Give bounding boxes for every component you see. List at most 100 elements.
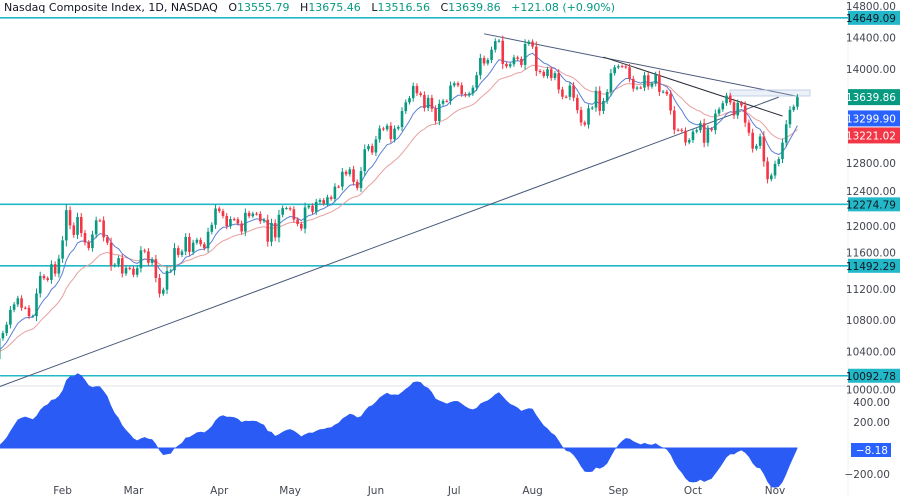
candle [419, 91, 422, 97]
candle [61, 236, 64, 263]
candle [520, 56, 523, 68]
oscillator-area [0, 373, 798, 488]
candle [643, 71, 646, 92]
candle-body [326, 197, 329, 204]
candle [169, 268, 173, 273]
candle [42, 273, 46, 281]
candle [206, 227, 210, 253]
candle [456, 81, 460, 88]
candle-body [438, 103, 441, 121]
candle-body [479, 58, 482, 76]
candle [732, 98, 736, 119]
candle [702, 118, 706, 148]
candle [337, 185, 340, 189]
candle-body [766, 161, 769, 180]
candle-body [728, 95, 732, 103]
candle [594, 86, 598, 112]
candle-body [699, 123, 702, 131]
candle [576, 94, 579, 114]
candle-body [434, 108, 437, 121]
candle-body [150, 259, 154, 263]
candle-body [255, 213, 258, 215]
candle-body [400, 111, 404, 128]
candle [214, 204, 217, 229]
candle [292, 206, 296, 223]
candle [363, 144, 367, 176]
candle-body [348, 169, 352, 175]
price-axis-tick: 11200.00 [846, 284, 896, 296]
candle [717, 107, 721, 116]
candle-body [639, 87, 643, 89]
candle [445, 99, 449, 103]
candle [728, 92, 732, 105]
candle-body [538, 70, 542, 72]
candle [538, 69, 542, 74]
candle [329, 195, 333, 201]
candle-body [583, 122, 587, 125]
symbol-title[interactable]: Nasdaq Composite Index, 1D, NASDAQ [4, 1, 218, 14]
chart-legend-header: Nasdaq Composite Index, 1D, NASDAQ O1355… [4, 1, 616, 14]
candle-body [120, 258, 124, 274]
candle [479, 53, 482, 80]
level-price-label: 10092.78 [846, 371, 896, 383]
candle-body [277, 214, 281, 238]
candle-body [531, 41, 534, 47]
candle-body [139, 250, 143, 269]
candle [482, 55, 486, 66]
candle [486, 57, 490, 66]
candle [318, 198, 322, 204]
candle-body [654, 74, 657, 84]
candle [251, 211, 255, 219]
candle [624, 64, 628, 69]
candle-body [50, 264, 53, 280]
candle [374, 135, 378, 157]
candle-body [512, 57, 516, 65]
time-axis-label: Jun [367, 485, 384, 497]
candle [389, 122, 393, 143]
candle [303, 202, 307, 234]
candle-body [76, 216, 79, 235]
candle-body [206, 231, 210, 249]
candle [266, 214, 270, 247]
candle-body [292, 209, 296, 220]
fast-ma-label: 13299.90 [846, 113, 896, 125]
candle-body [31, 316, 35, 318]
candle [475, 71, 478, 92]
candle-body [68, 210, 72, 226]
candle [20, 295, 23, 311]
candle [404, 99, 408, 114]
candle [31, 314, 35, 318]
candle-body [270, 223, 273, 242]
price-axis-tick: 12800.00 [846, 158, 896, 170]
candle-body [419, 93, 422, 95]
candle [516, 55, 519, 61]
candle [669, 90, 672, 115]
candle [747, 119, 751, 136]
candle-body [549, 69, 553, 78]
candle-body [5, 324, 8, 334]
candle-body [497, 40, 501, 42]
candle-body [135, 268, 139, 275]
candle-body [460, 85, 464, 94]
level-price-label: 14649.09 [846, 13, 896, 25]
candle [188, 233, 191, 256]
candle-body [572, 85, 575, 98]
oscillator-axis-tick: 200.00 [853, 417, 890, 429]
candle-body [751, 132, 754, 149]
candle-body [147, 251, 150, 263]
candle [430, 94, 434, 112]
candle-body [673, 110, 676, 130]
candle-body [158, 277, 161, 294]
candle [460, 82, 464, 97]
candle-body [613, 67, 616, 74]
level-price-label: 11492.29 [846, 261, 896, 273]
candle-body [665, 91, 669, 95]
candle-body [747, 122, 751, 133]
candle-body [736, 102, 740, 116]
candle [609, 68, 613, 97]
candle [654, 71, 657, 87]
candle [512, 54, 516, 67]
candle-body [9, 309, 12, 325]
candle [796, 94, 799, 110]
